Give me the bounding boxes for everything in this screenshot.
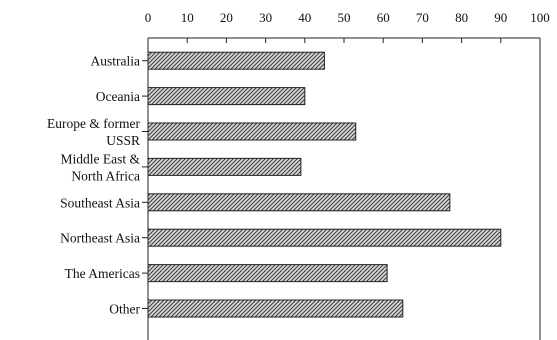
bar (147, 51, 325, 70)
x-tick-label: 50 (338, 10, 351, 25)
bar (147, 157, 302, 176)
x-tick-label: 40 (298, 10, 311, 25)
x-tick-label: 10 (181, 10, 194, 25)
x-tick-label: 0 (145, 10, 152, 25)
x-tick-label: 60 (377, 10, 390, 25)
category-label: Northeast Asia (60, 231, 140, 246)
bar (147, 228, 502, 247)
category-label: Australia (91, 54, 141, 69)
x-tick-label: 90 (494, 10, 507, 25)
x-tick-label: 80 (455, 10, 468, 25)
bar (147, 87, 306, 106)
x-tick-label: 70 (416, 10, 429, 25)
x-axis: 0 10 20 30 40 50 60 70 80 90 100 (145, 10, 550, 43)
category-label: The Americas (65, 266, 140, 281)
category-label: USSR (106, 133, 140, 148)
category-label: Europe & former (47, 116, 140, 131)
category-label: Southeast Asia (60, 195, 140, 210)
x-tick-label: 30 (259, 10, 272, 25)
category-label: North Africa (71, 168, 140, 183)
bar (147, 193, 451, 212)
y-axis: Australia Oceania Europe & former USSR Middl… (47, 38, 541, 340)
x-tick-label: 100 (530, 10, 550, 25)
x-tick-label: 20 (220, 10, 233, 25)
category-label: Oceania (96, 89, 140, 104)
bar (147, 122, 357, 141)
bar (147, 264, 388, 283)
bars (147, 51, 502, 318)
bar (147, 299, 404, 318)
category-label: Other (109, 302, 140, 317)
category-label: Middle East & (61, 151, 141, 166)
